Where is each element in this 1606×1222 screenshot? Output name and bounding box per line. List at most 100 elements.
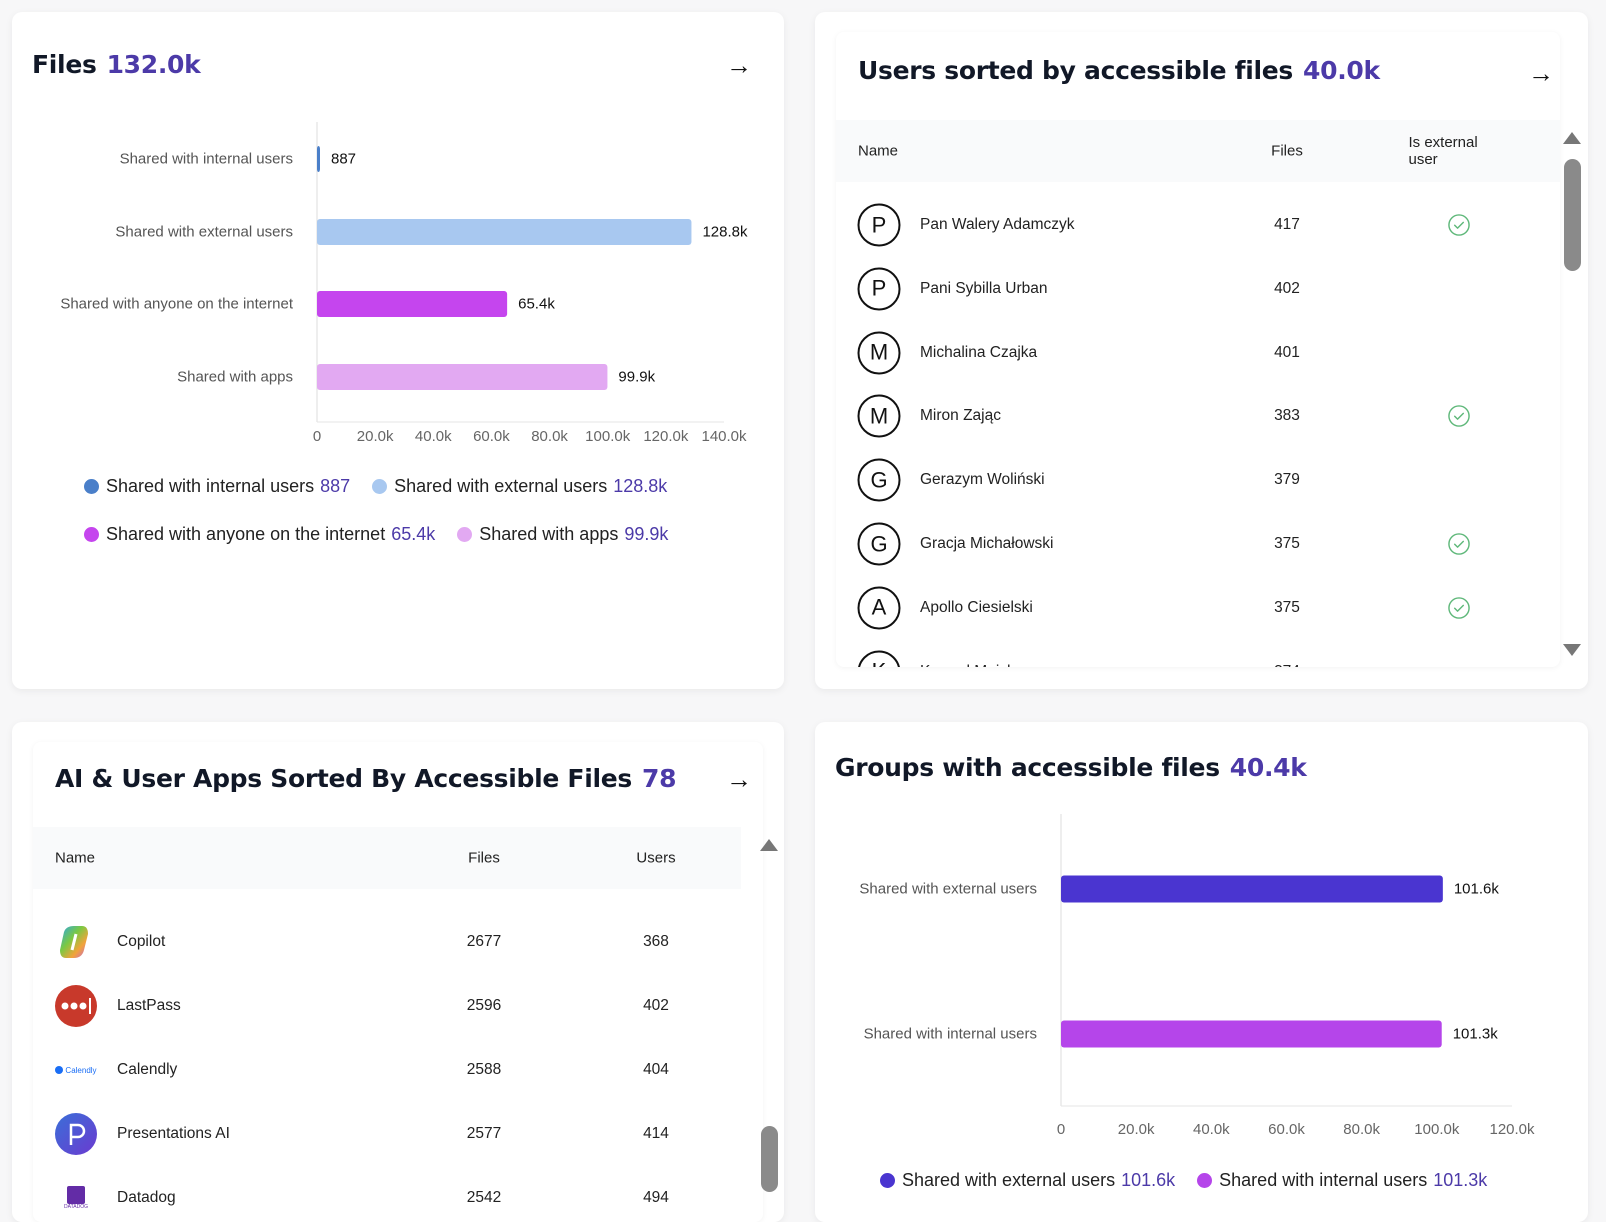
column-header-files[interactable]: Files xyxy=(468,849,500,867)
x-tick-label: 80.0k xyxy=(1343,1121,1381,1138)
app-users: 368 xyxy=(643,933,669,950)
legend-label: Shared with apps xyxy=(479,524,619,544)
user-name[interactable]: Michalina Czajka xyxy=(920,343,1038,361)
avatar: P xyxy=(857,267,901,311)
files-title-text: Files xyxy=(32,50,97,79)
user-files: 383 xyxy=(1274,407,1300,425)
files-card: Files 132.0k → Shared with internal users… xyxy=(12,12,784,689)
groups-title: Groups with accessible files 40.4k xyxy=(835,753,1307,782)
users-table-body: P Pan Walery Adamczyk 417 P Pani Sybilla Urb… xyxy=(836,182,1536,667)
x-tick-label: 0 xyxy=(1056,1121,1066,1138)
bar-1[interactable] xyxy=(1061,1020,1442,1048)
users-open-arrow-icon[interactable]: → xyxy=(1528,58,1554,88)
chart-svg xyxy=(316,122,724,423)
legend-row: Shared with anyone on the internet 65.4k S… xyxy=(84,524,690,545)
bar-2[interactable] xyxy=(317,291,508,317)
bar-0[interactable] xyxy=(1061,875,1443,903)
apps-title-text: AI & User Apps Sorted By Accessible File… xyxy=(55,764,632,793)
users-scrollbar-thumb[interactable] xyxy=(1564,159,1581,271)
user-files: 375 xyxy=(1274,535,1300,552)
app-name[interactable]: Presentations AI xyxy=(117,1125,230,1142)
apps-table-header: Name Files Users xyxy=(33,827,741,889)
app-files: 2588 xyxy=(466,1061,502,1078)
legend-item[interactable]: Shared with internal users 887 xyxy=(84,476,350,497)
files-count: 132.0k xyxy=(106,50,201,79)
check-circle-icon xyxy=(1448,214,1470,236)
legend-item[interactable]: Shared with external users 128.8k xyxy=(372,476,667,497)
users-scroll-down-button[interactable] xyxy=(1563,644,1581,656)
category-label: Shared with apps xyxy=(177,368,293,386)
user-name[interactable]: Pani Sybilla Urban xyxy=(920,279,1048,297)
bar-1[interactable] xyxy=(317,219,692,245)
app-files: 2596 xyxy=(466,997,502,1014)
category-label: Shared with external users xyxy=(859,880,1037,898)
bar-0[interactable] xyxy=(317,146,320,172)
column-header-external[interactable]: Is external user xyxy=(1408,134,1478,168)
legend-value: 887 xyxy=(320,476,351,496)
category-label: Shared with anyone on the internet xyxy=(60,295,293,313)
x-tick-label: 140.0k xyxy=(701,428,747,445)
bar-3[interactable] xyxy=(317,364,608,390)
user-files: 401 xyxy=(1274,343,1300,361)
column-header-files[interactable]: Files xyxy=(1271,142,1303,160)
legend-value: 101.6k xyxy=(1121,1170,1176,1190)
user-files: 375 xyxy=(1274,598,1300,616)
x-tick-label: 20.0k xyxy=(1117,1121,1155,1138)
legend-label: Shared with external users xyxy=(394,476,608,496)
app-name[interactable]: Calendly xyxy=(117,1061,178,1078)
value-label: 65.4k xyxy=(518,295,555,313)
users-title-text: Users sorted by accessible files xyxy=(858,56,1294,85)
app-name[interactable]: LastPass xyxy=(117,997,181,1014)
column-header-users[interactable]: Users xyxy=(636,849,676,867)
legend-dot-icon xyxy=(1197,1173,1213,1188)
app-name[interactable]: Datadog xyxy=(117,1189,176,1206)
user-name[interactable]: Pan Walery Adamczyk xyxy=(920,216,1075,233)
groups-card: Groups with accessible files 40.4k Shared… xyxy=(815,722,1588,1222)
value-label: 887 xyxy=(331,150,357,168)
legend-item[interactable]: Shared with anyone on the internet 65.4k xyxy=(84,524,435,545)
legend-item[interactable]: Shared with internal users 101.3k xyxy=(1197,1170,1487,1191)
x-tick-label: 120.0k xyxy=(1489,1121,1535,1138)
x-tick-label: 20.0k xyxy=(356,428,394,445)
check-circle-icon xyxy=(1448,533,1470,555)
avatar: K xyxy=(857,650,901,667)
column-header-name[interactable]: Name xyxy=(55,849,96,867)
x-tick-label: 0 xyxy=(312,428,322,445)
user-name[interactable]: Gerazym Woliński xyxy=(920,471,1045,489)
app-users: 404 xyxy=(643,1061,669,1078)
x-tick-label: 40.0k xyxy=(1192,1121,1230,1138)
user-name[interactable]: Konrad Majcher xyxy=(920,663,1029,667)
avatar: P xyxy=(857,203,901,247)
legend-value: 101.3k xyxy=(1433,1170,1488,1190)
legend-dot-icon xyxy=(372,479,388,494)
legend-item[interactable]: Shared with apps 99.9k xyxy=(457,524,668,545)
user-name[interactable]: Gracja Michałowski xyxy=(920,535,1054,552)
category-label: Shared with internal users xyxy=(119,150,293,168)
category-label: Shared with external users xyxy=(115,223,293,241)
legend-label: Shared with internal users xyxy=(1219,1170,1428,1190)
user-name[interactable]: Apollo Ciesielski xyxy=(920,598,1033,616)
copilot-logo-icon xyxy=(55,921,97,963)
users-scroll-up-button[interactable] xyxy=(1563,132,1581,144)
users-panel: Users sorted by accessible files 40.0k → … xyxy=(836,32,1560,667)
app-name[interactable]: Copilot xyxy=(117,933,166,950)
apps-scroll-up-button[interactable] xyxy=(760,839,778,851)
user-name[interactable]: Miron Zając xyxy=(920,407,1001,425)
user-files: 379 xyxy=(1274,471,1300,489)
files-open-arrow-icon[interactable]: → xyxy=(726,50,752,80)
groups-count: 40.4k xyxy=(1229,753,1307,782)
apps-open-arrow-icon[interactable]: → xyxy=(726,764,752,794)
apps-scrollbar-thumb[interactable] xyxy=(761,1126,778,1192)
legend-item[interactable]: Shared with external users 101.6k xyxy=(880,1170,1175,1191)
datadog-logo-icon: DATADOG xyxy=(55,1177,97,1219)
apps-count: 78 xyxy=(641,764,677,793)
x-tick-label: 100.0k xyxy=(1414,1121,1460,1138)
users-card: Users sorted by accessible files 40.0k → … xyxy=(815,12,1588,689)
legend-dot-icon xyxy=(84,527,99,542)
column-header-name[interactable]: Name xyxy=(858,142,899,160)
x-tick-label: 60.0k xyxy=(1268,1121,1305,1138)
user-files: 402 xyxy=(1274,279,1300,297)
calendly-logo-text: Calendly xyxy=(65,1065,97,1075)
chart-svg xyxy=(1060,814,1512,1107)
app-files: 2577 xyxy=(466,1125,502,1142)
